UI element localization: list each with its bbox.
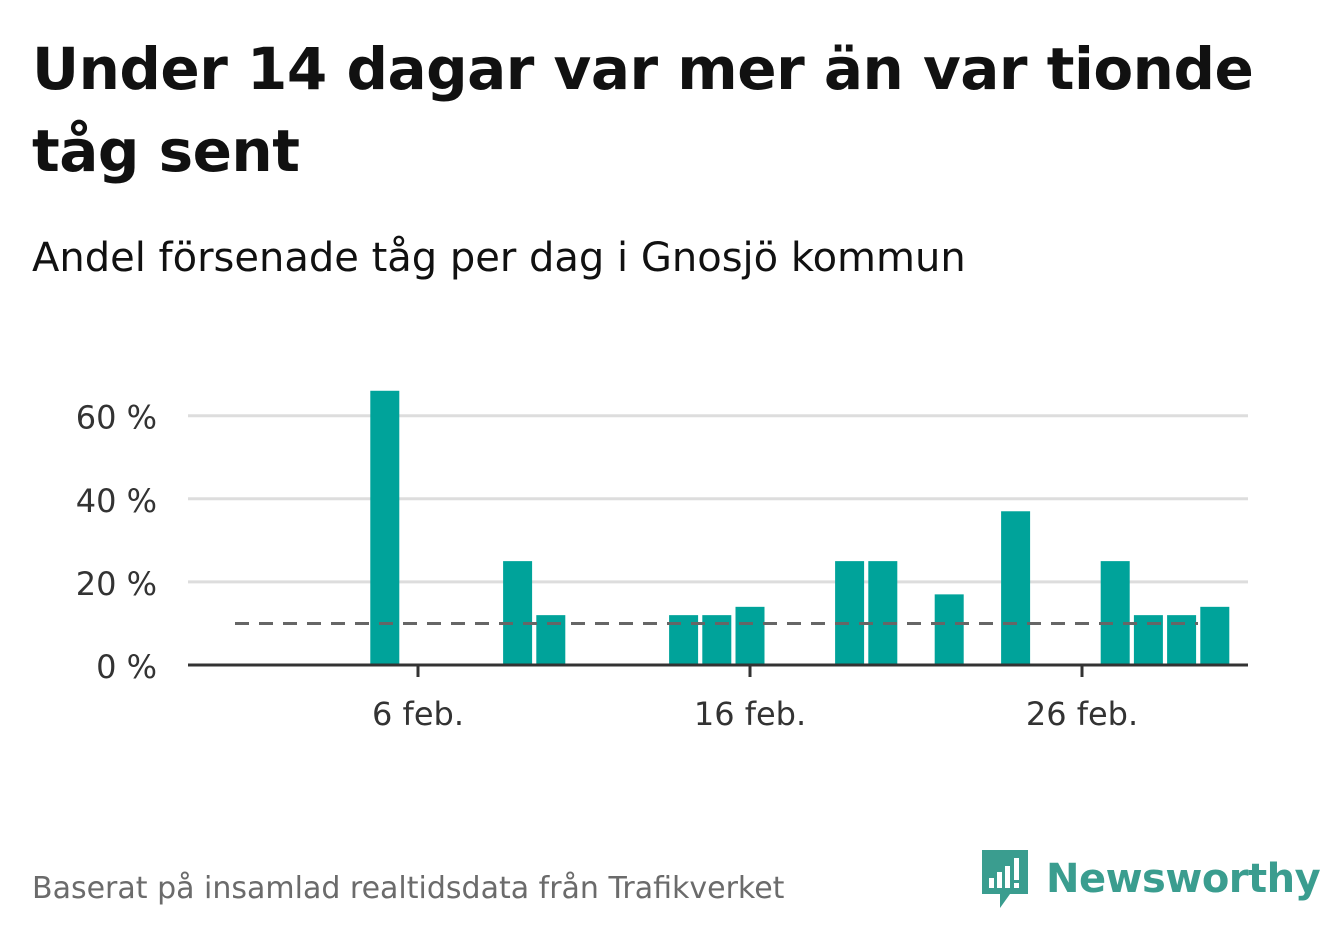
chart-subtitle: Andel försenade tåg per dag i Gnosjö kom…	[32, 235, 966, 281]
bar	[735, 606, 765, 665]
bar	[835, 561, 865, 665]
bar	[370, 390, 400, 665]
source-note: Baserat på insamlad realtidsdata från Tr…	[32, 871, 785, 906]
brand-logo: Newsworthy	[980, 848, 1321, 910]
x-tick-label: 16 feb.	[694, 695, 806, 733]
bar	[1001, 511, 1031, 665]
newsworthy-logo-icon	[982, 850, 1028, 908]
brand-name: Newsworthy	[1046, 856, 1321, 902]
bar	[1100, 561, 1130, 665]
x-tick-label: 26 feb.	[1026, 695, 1138, 733]
y-tick-label: 0 %	[96, 648, 157, 686]
bar	[503, 561, 533, 665]
chart-title: Under 14 dagar var mer än var tionde tåg…	[32, 35, 1254, 185]
y-tick-label: 20 %	[76, 565, 157, 603]
bar	[934, 594, 964, 665]
x-tick-label: 6 feb.	[372, 695, 464, 733]
y-tick-label: 60 %	[76, 399, 157, 437]
bar	[868, 561, 898, 665]
y-tick-label: 40 %	[76, 482, 157, 520]
bar-chart: 0 % 20 % 40 % 60 % 6 feb. 16 feb. 26 feb.	[76, 390, 1248, 733]
bar	[1200, 606, 1230, 665]
